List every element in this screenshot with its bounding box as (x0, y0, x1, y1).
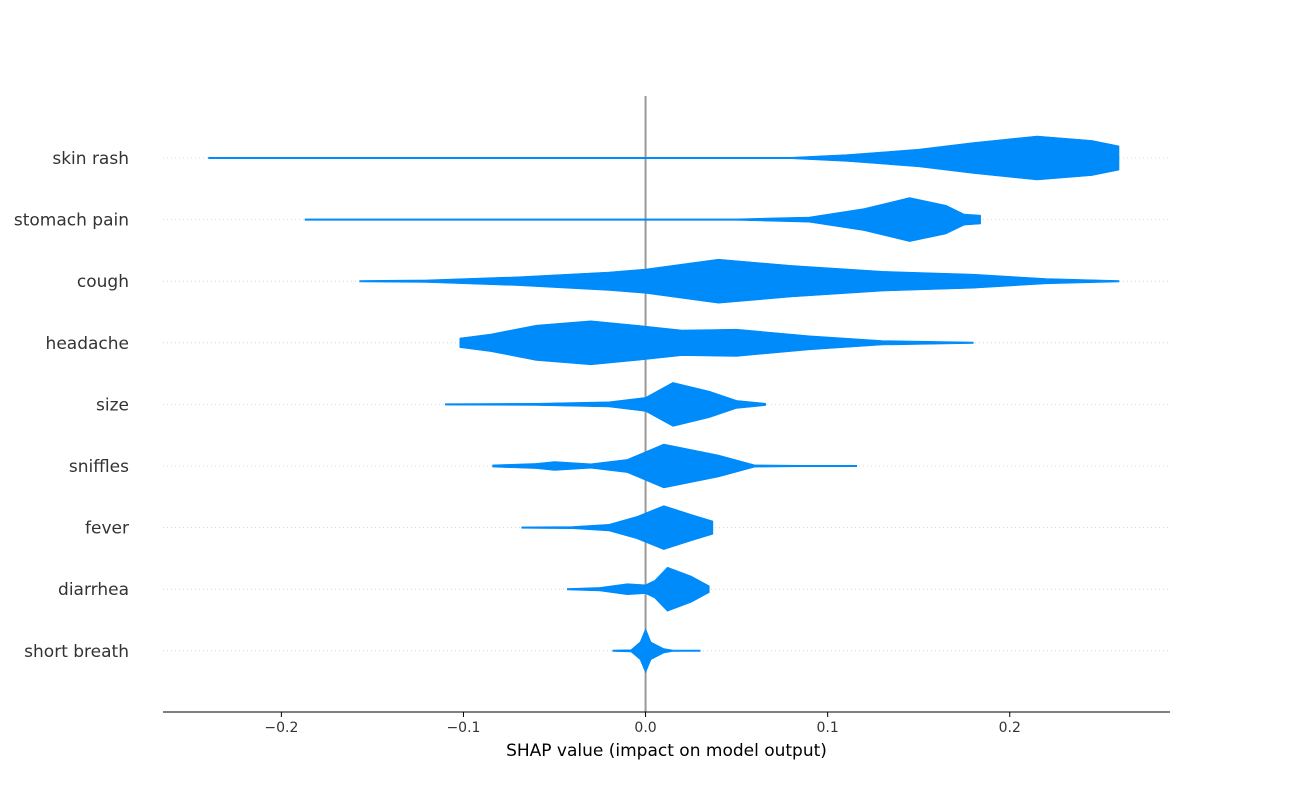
feature-label: skin rash (52, 149, 129, 169)
feature-label: cough (77, 272, 129, 292)
x-tick-label: 0.2 (999, 720, 1021, 736)
violin-short-breath (612, 628, 701, 674)
x-axis-title: SHAP value (impact on model output) (506, 741, 827, 761)
feature-label: diarrhea (58, 580, 129, 600)
violin-stomach-pain (304, 197, 981, 242)
violin-cough (359, 258, 1120, 304)
x-tick-label: 0.1 (817, 720, 839, 736)
feature-label: sniffles (69, 457, 129, 477)
violin-diarrhea (567, 566, 710, 612)
x-tick-label: −0.2 (264, 720, 298, 736)
feature-label: stomach pain (14, 211, 129, 231)
feature-label: fever (85, 519, 129, 539)
violin-skin-rash (208, 135, 1120, 181)
x-tick-label: 0.0 (634, 720, 656, 736)
violin-sniffles (492, 443, 858, 489)
x-tick-label: −0.1 (446, 720, 480, 736)
feature-label: short breath (24, 642, 129, 662)
violin-fever (521, 505, 714, 550)
violins (208, 135, 1120, 674)
x-axis-ticks: −0.2 −0.1 0.0 0.1 0.2 (264, 712, 1021, 736)
violin-size (445, 382, 766, 427)
violin-headache (459, 320, 974, 366)
feature-label: size (96, 395, 129, 415)
feature-label: headache (46, 334, 129, 354)
feature-labels: skin rash stomach pain cough headache size sn… (14, 149, 129, 662)
